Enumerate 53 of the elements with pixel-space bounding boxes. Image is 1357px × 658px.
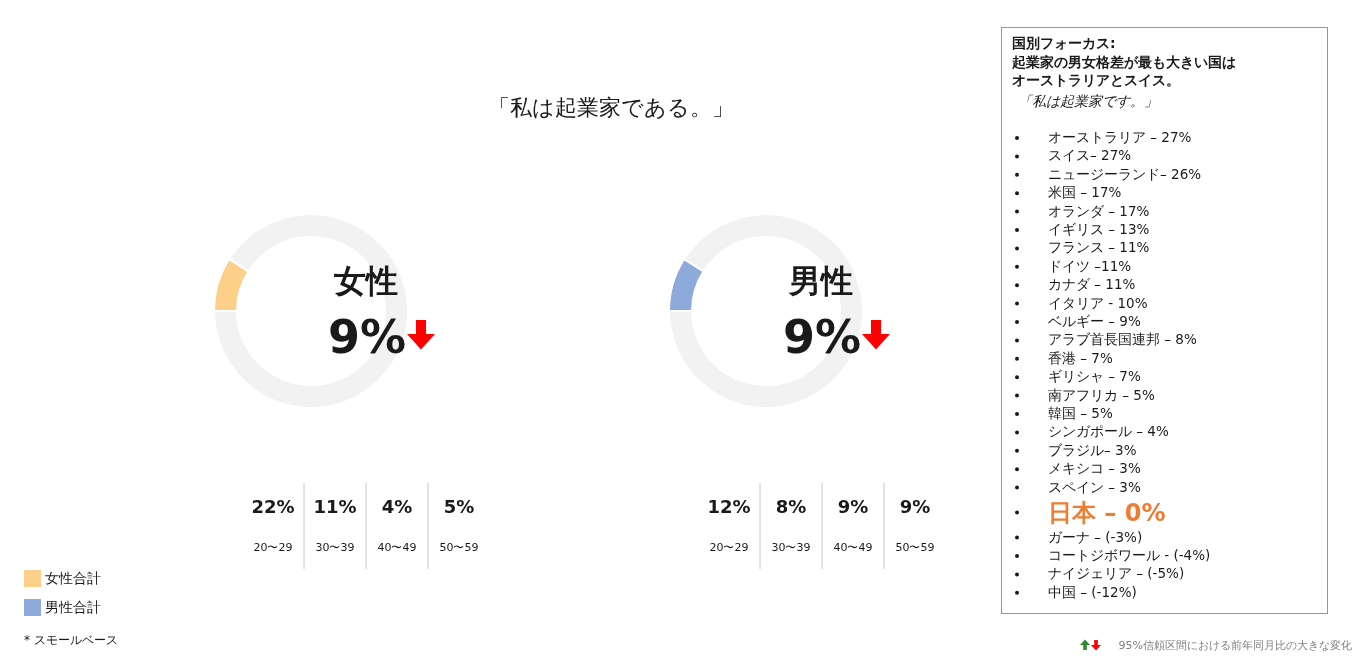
legend-label: 男性合計: [45, 599, 101, 617]
text: 8%: [775, 495, 807, 517]
category-label: 40〜49: [833, 539, 873, 555]
category-label: ブラジル– 3%: [1048, 441, 1137, 460]
category-label: 40〜49: [377, 539, 417, 555]
text: 95%信頼区間における前年同月比の大きな変化: [1118, 637, 1352, 653]
category-label: 米国 – 17%: [1048, 184, 1122, 203]
category-label: ナイジェリア – (-5%): [1048, 565, 1185, 584]
category-label: ガーナ – (-3%): [1048, 528, 1143, 547]
text: 9%: [837, 495, 869, 517]
category-label: ギリシャ – 7%: [1048, 368, 1141, 387]
category-label: コートジボワール - (-4%): [1048, 547, 1211, 565]
category-label: 20〜29: [253, 539, 293, 555]
category-label: スペイン – 3%: [1048, 478, 1141, 497]
category-label: 50〜59: [895, 539, 935, 555]
category-label: メキシコ – 3%: [1048, 460, 1141, 479]
category-label: ニュージーランド– 26%: [1048, 165, 1202, 184]
category-label: ドイツ –11%: [1048, 257, 1132, 276]
text: 4%: [381, 495, 413, 517]
category-label: 中国 – (-12%): [1048, 583, 1137, 602]
category-label: シンガポール – 4%: [1048, 423, 1169, 442]
text: 国別フォーカス:: [1012, 35, 1116, 53]
category-label: 50〜59: [439, 539, 479, 555]
text: 11%: [313, 495, 357, 517]
text: 起業家の男女格差が最も大きい国はオーストラリアとスイス。: [1012, 53, 1237, 89]
category-label: オランダ – 17%: [1048, 202, 1150, 221]
category-label: イギリス – 13%: [1048, 221, 1150, 239]
text: 12%: [707, 495, 751, 517]
category-label: 30〜39: [315, 539, 355, 555]
text: 22%: [251, 495, 295, 517]
text: 5%: [443, 495, 475, 517]
category-label: 日本 – 0%: [1048, 497, 1166, 529]
category-label: 香港 – 7%: [1048, 349, 1113, 368]
legend-label: 女性合計: [45, 570, 101, 588]
text: 9%: [899, 495, 931, 517]
category-label: アラブ首長国連邦 – 8%: [1048, 331, 1197, 350]
category-label: オーストラリア – 27%: [1048, 129, 1192, 147]
text: 「私は起業家である。」: [488, 94, 734, 122]
text: 9%: [782, 310, 862, 364]
category-label: イタリア - 10%: [1048, 294, 1148, 313]
category-label: カナダ – 11%: [1048, 276, 1136, 295]
category-label: 南アフリカ – 5%: [1048, 386, 1155, 405]
text: * スモールベース: [24, 631, 118, 649]
text: 男性: [789, 261, 853, 302]
category-label: 20〜29: [709, 539, 749, 555]
text: 9%: [327, 310, 407, 364]
category-label: 韓国 – 5%: [1048, 405, 1113, 423]
category-label: 30〜39: [771, 539, 811, 555]
category-label: ベルギー – 9%: [1048, 313, 1141, 331]
category-label: フランス – 11%: [1048, 239, 1150, 258]
text: 女性: [334, 261, 398, 302]
text: 「私は起業家です。」: [1018, 93, 1158, 111]
category-label: スイス– 27%: [1048, 147, 1132, 166]
